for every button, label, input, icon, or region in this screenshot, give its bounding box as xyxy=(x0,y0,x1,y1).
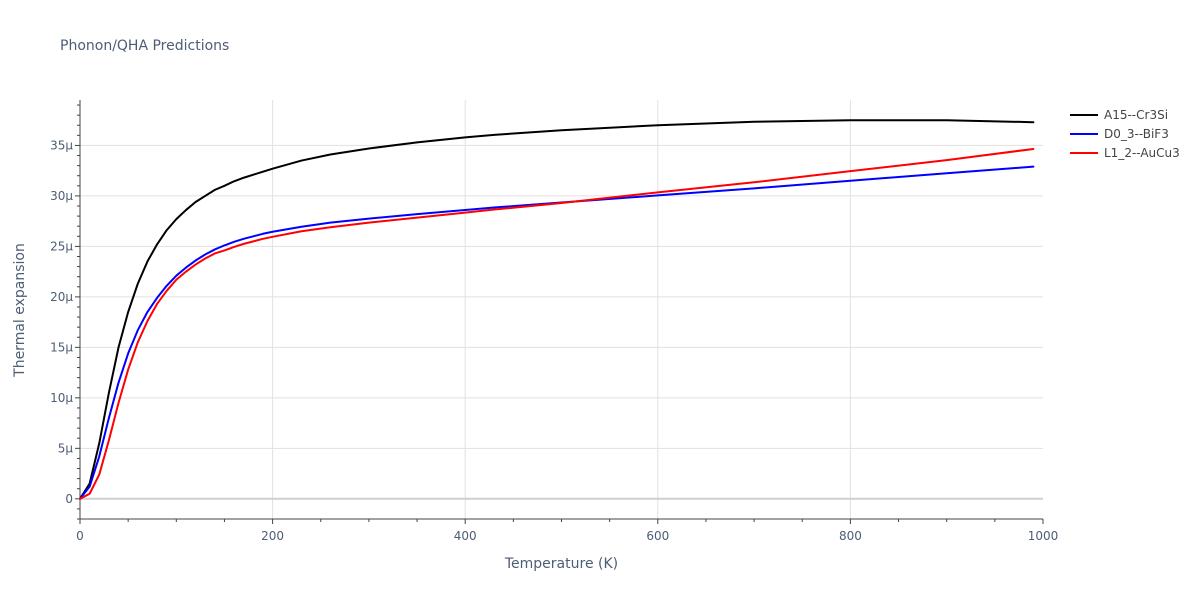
y-tick-label: 30μ xyxy=(50,189,73,203)
x-tick-label: 800 xyxy=(839,529,862,543)
y-tick-label: 0 xyxy=(65,492,73,506)
legend[interactable]: A15--Cr3Si D0_3--BiF3 L1_2--AuCu3 xyxy=(1070,108,1180,160)
legend-item[interactable]: D0_3--BiF3 xyxy=(1070,127,1169,141)
legend-label: A15--Cr3Si xyxy=(1104,108,1168,122)
x-tick-label: 400 xyxy=(454,529,477,543)
legend-item[interactable]: L1_2--AuCu3 xyxy=(1070,146,1180,160)
series-lines xyxy=(79,119,1035,500)
y-tick-label: 25μ xyxy=(50,239,73,253)
y-tick-label: 35μ xyxy=(50,138,73,152)
series-line xyxy=(79,165,1035,500)
y-tick-label: 10μ xyxy=(50,391,73,405)
y-tick-label: 20μ xyxy=(50,290,73,304)
y-axis-title: Thermal expansion xyxy=(12,243,28,378)
x-tick-label: 200 xyxy=(261,529,284,543)
x-tick-label: 0 xyxy=(76,529,84,543)
chart-title: Phonon/QHA Predictions xyxy=(60,38,229,54)
series-line xyxy=(79,147,1035,500)
x-axis-title: Temperature (K) xyxy=(504,556,618,572)
y-tick-label: 5μ xyxy=(58,441,74,455)
series-line xyxy=(79,119,1035,500)
x-tick-label: 600 xyxy=(646,529,669,543)
x-tick-label: 1000 xyxy=(1028,529,1059,543)
grid xyxy=(80,100,1043,519)
legend-label: D0_3--BiF3 xyxy=(1104,127,1169,141)
legend-label: L1_2--AuCu3 xyxy=(1104,146,1180,160)
axes: 0 200 400 600 800 1000 0 5μ 10μ 15μ 20μ 25μ 30μ 35μ xyxy=(50,100,1058,543)
y-tick-label: 15μ xyxy=(50,340,73,354)
legend-item[interactable]: A15--Cr3Si xyxy=(1070,108,1168,122)
